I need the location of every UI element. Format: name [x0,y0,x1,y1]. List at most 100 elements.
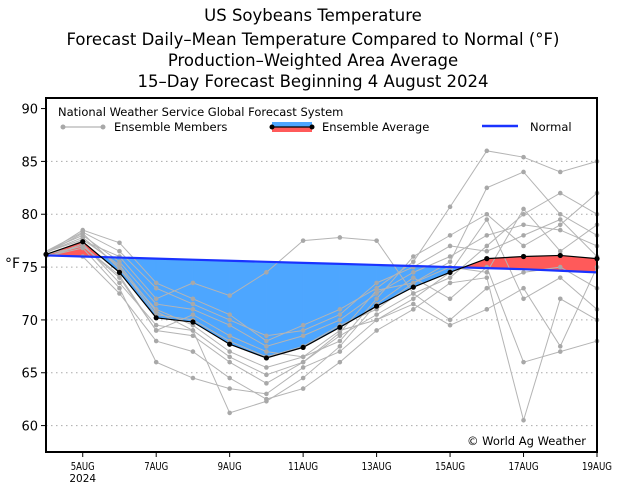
ensemble-member-line [45,171,598,358]
ensemble-member-point [300,328,306,333]
ensemble-average-point [153,315,159,321]
ensemble-member-point [227,312,232,317]
legend-members-marker [100,124,106,130]
ensemble-member-point [374,296,379,302]
ensemble-average-point [337,324,343,330]
ensemble-member-point [117,240,122,246]
ensemble-member-point [557,217,563,222]
ensemble-member-point [264,338,269,344]
below-normal-fill [192,259,230,345]
legend-average-above-swatch [272,127,312,132]
ensemble-member-point [153,322,159,328]
x-tick-label: 7AUG [144,461,168,473]
legend-members-marker [60,124,66,130]
legend-average-marker [309,124,315,130]
ensemble-member-point [411,270,416,275]
ensemble-member-point [374,280,379,286]
ensemble-member-point [337,333,343,339]
ensemble-member-point [190,349,196,354]
y-tick-label: 65 [21,367,38,382]
ensemble-member-point [484,233,490,238]
ensemble-member-point [190,328,196,333]
ensemble-member-point [447,275,453,280]
ensemble-member-point [521,206,526,212]
ensemble-member-line [45,208,598,376]
ensemble-member-point [484,217,490,222]
ensemble-member-point [153,338,159,344]
ensemble-average-point [300,344,306,350]
ensemble-member-point [227,354,232,360]
ensemble-member-point [337,330,343,335]
x-tick-label: 17AUG [509,461,539,473]
ensemble-member-point [300,375,306,381]
ensemble-member-point [374,317,379,323]
legend-average-marker [269,124,275,130]
legend-normal-label: Normal [530,120,572,134]
ensemble-member-point [521,222,526,228]
x-tick-label: 9AUG [218,461,242,473]
ensemble-member-point [557,222,563,228]
ensemble-member-point [447,259,453,265]
ensemble-member-point [484,275,490,280]
ensemble-member-point [337,359,343,365]
ensemble-member-point [447,254,453,259]
legend-members-label: Ensemble Members [114,120,227,134]
ensemble-member-point [300,354,306,360]
ensemble-member-point [190,301,196,307]
chart-subtitle-2: Production–Weighted Area Average [167,51,459,70]
normal-line [45,254,598,274]
ensemble-member-point [190,307,196,312]
ensemble-member-line [45,150,598,342]
ensemble-member-point [80,243,86,249]
ensemble-member-point [374,328,379,333]
ensemble-member-point [521,296,526,302]
ensemble-average-point [263,355,269,361]
ensemble-member-point [484,243,490,249]
ensemble-member-point [484,185,490,191]
ensemble-member-point [411,301,416,307]
x-tick-label: 5AUG [71,461,95,473]
ensemble-member-point [117,291,122,296]
ensemble-member-point [264,349,269,354]
ensemble-member-point [521,211,526,217]
y-tick-label: 85 [21,155,38,170]
ensemble-member-point [153,301,159,307]
ensemble-member-point [411,296,416,302]
ensemble-member-point [227,359,232,365]
ensemble-member-point [557,344,563,349]
x-tick-label: 13AUG [362,461,392,473]
ensemble-member-point [521,270,526,275]
ensemble-member-point [557,190,563,196]
ensemble-member-point [337,312,343,317]
ensemble-member-point [521,359,526,365]
ensemble-member-line [45,218,598,358]
y-tick-label: 90 [21,103,38,118]
ensemble-member-point [190,296,196,302]
ensemble-member-point [337,235,343,240]
ensemble-member-point [411,291,416,296]
ensemble-member-point [117,285,122,291]
ensemble-member-point [337,338,343,344]
x-tick-sublabel: 2024 [69,473,96,485]
ensemble-member-point [190,375,196,381]
x-tick-label: 15AUG [435,461,465,473]
ensemble-member-point [411,280,416,286]
ensemble-member-point [300,386,306,391]
ensemble-average-point [227,341,233,347]
ensemble-average-point [557,252,563,259]
ensemble-member-point [374,312,379,317]
below-normal-fill [266,261,304,359]
ensemble-member-point [80,229,86,235]
y-tick-label: 60 [21,420,38,435]
chart-title: US Soybeans Temperature [204,6,422,25]
ensemble-member-point [557,296,563,302]
ensemble-average-point [116,269,123,275]
y-tick-label: 75 [21,261,38,276]
x-tick-label: 11AUG [288,461,318,473]
ensemble-member-point [447,317,453,323]
ensemble-member-point [227,410,232,416]
ensemble-member-point [227,293,232,298]
ensemble-member-point [264,344,269,349]
ensemble-member-point [153,328,159,333]
